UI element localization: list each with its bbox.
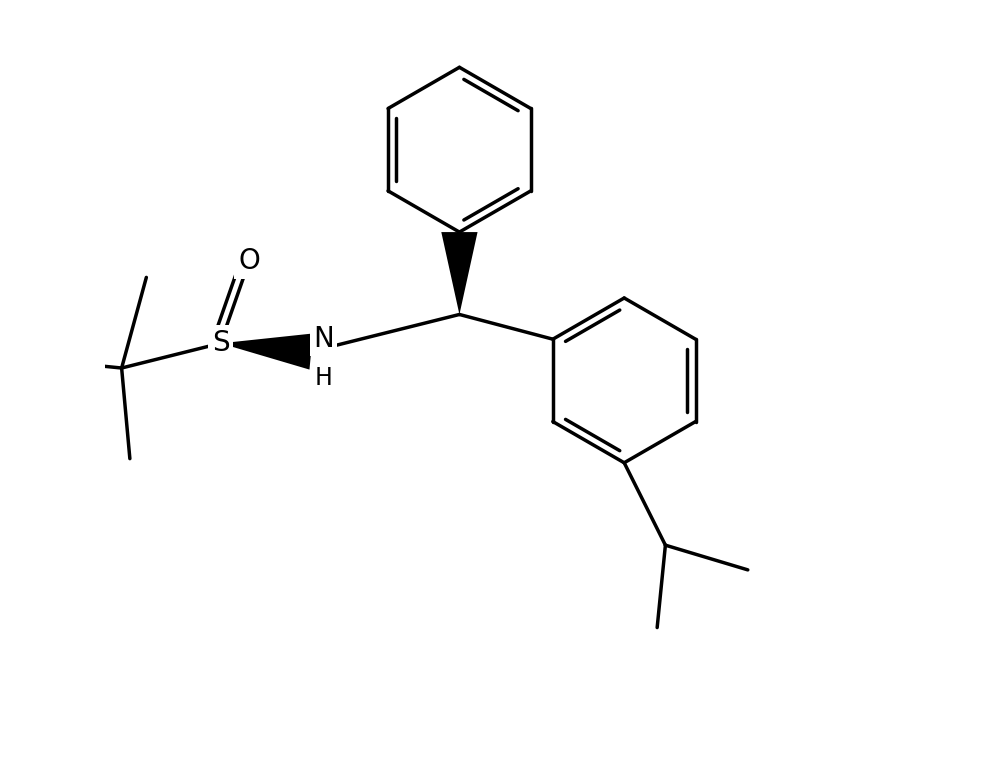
Text: H: H	[315, 366, 333, 390]
Polygon shape	[220, 334, 313, 370]
Text: O: O	[238, 247, 260, 275]
Polygon shape	[441, 232, 478, 315]
Text: N: N	[313, 325, 334, 353]
Text: S: S	[212, 329, 229, 358]
